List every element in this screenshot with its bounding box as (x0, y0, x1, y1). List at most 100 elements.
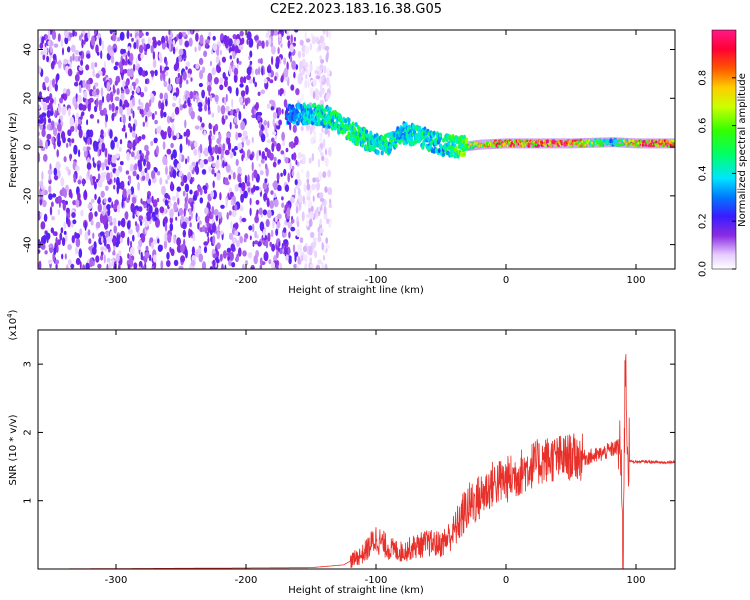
noise-blob (225, 115, 228, 120)
noise-blob (191, 246, 195, 256)
noise-blob (53, 247, 57, 255)
noise-blob (310, 137, 313, 145)
noise-blob (320, 59, 325, 64)
noise-blob (78, 248, 83, 259)
noise-blob (81, 104, 87, 111)
noise-blob (277, 47, 280, 55)
noise-blob (141, 265, 145, 269)
noise-blob (207, 97, 211, 107)
noise-blob (85, 262, 90, 269)
noise-blob (102, 204, 107, 214)
noise-blob (237, 142, 243, 150)
signal-halo (620, 137, 622, 148)
noise-blob (95, 221, 101, 229)
noise-blob (88, 238, 92, 245)
noise-blob (86, 53, 91, 59)
noise-blob (129, 142, 134, 148)
noise-blob (206, 231, 209, 238)
noise-blob (276, 221, 281, 229)
noise-blob (208, 31, 212, 37)
snr-y-scale: (x104) (6, 309, 19, 340)
noise-blob (42, 234, 47, 245)
noise-blob (154, 69, 158, 77)
noise-blob (201, 261, 207, 269)
noise-blob (273, 156, 277, 162)
noise-blob (165, 60, 168, 67)
noise-blob (172, 169, 177, 179)
noise-blob (249, 207, 252, 216)
noise-blob (325, 237, 329, 245)
noise-blob (128, 52, 134, 63)
noise-blob (78, 84, 82, 94)
noise-blob (116, 234, 119, 244)
noise-blob (216, 242, 221, 250)
noise-blob (129, 84, 133, 92)
noise-blob (222, 250, 227, 259)
noise-blob (58, 59, 62, 69)
spectrogram-frame (37, 29, 676, 270)
noise-blob (245, 84, 249, 95)
noise-blob (111, 30, 116, 33)
noise-blob (294, 253, 297, 263)
noise-blob (301, 254, 304, 262)
noise-blob (210, 60, 212, 67)
noise-blob (77, 179, 82, 185)
noise-blob (75, 237, 81, 248)
noise-blob (154, 111, 157, 115)
noise-blob (70, 44, 76, 53)
noise-blob (216, 154, 219, 161)
noise-blob (137, 106, 141, 111)
noise-blob (178, 152, 182, 162)
noise-blob (187, 171, 192, 181)
noise-blob (300, 126, 304, 132)
noise-blob (100, 87, 104, 97)
noise-blob (187, 73, 191, 79)
noise-blob (242, 250, 247, 257)
noise-blob (184, 40, 190, 48)
noise-blob (98, 196, 101, 204)
noise-blob (198, 57, 204, 66)
noise-blob (134, 163, 138, 171)
noise-blob (289, 256, 292, 262)
noise-blob (278, 37, 282, 42)
noise-blob (163, 80, 168, 88)
noise-blob (48, 83, 52, 92)
noise-blob (201, 66, 206, 74)
noise-blob (74, 81, 79, 87)
spectrogram-heatmap (38, 30, 675, 269)
noise-blob (326, 30, 329, 38)
noise-blob (136, 210, 140, 216)
noise-blob (325, 53, 329, 63)
noise-blob (91, 90, 97, 97)
noise-blob (298, 202, 301, 212)
noise-blob (38, 249, 41, 254)
noise-blob (306, 219, 310, 227)
noise-blob (234, 204, 238, 211)
noise-blob (296, 220, 300, 228)
noise-blob (273, 30, 279, 36)
noise-blob (133, 42, 137, 50)
noise-blob (74, 31, 78, 37)
signal-blob (462, 151, 466, 157)
noise-blob (55, 75, 58, 84)
noise-blob (242, 263, 245, 269)
noise-blob (210, 190, 215, 199)
noise-blob (90, 219, 94, 226)
noise-blob (103, 254, 106, 264)
noise-blob (101, 40, 105, 51)
noise-blob (61, 131, 66, 141)
noise-blob (44, 250, 48, 255)
noise-blob (50, 227, 54, 234)
noise-blob (125, 132, 127, 139)
noise-blob (321, 242, 325, 251)
noise-blob (223, 79, 228, 88)
noise-blob (302, 64, 305, 70)
signal-halo (662, 138, 664, 149)
noise-blob (295, 159, 298, 166)
noise-blob (106, 257, 111, 263)
spectrogram-x-label: Height of straight line (km) (288, 285, 424, 296)
noise-blob (110, 54, 115, 64)
signal-halo (499, 138, 501, 149)
noise-blob (217, 105, 221, 113)
noise-blob (130, 108, 133, 114)
